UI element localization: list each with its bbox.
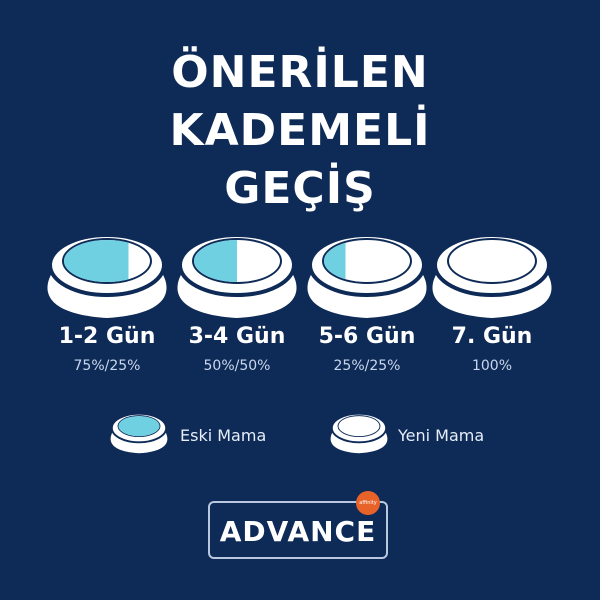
new-food-bowl-icon xyxy=(328,410,390,456)
legend-old-label: Eski Mama xyxy=(180,426,267,445)
step-label: 1-2 Gün xyxy=(58,324,156,349)
step-label: 7. Gün xyxy=(451,324,533,349)
new-food xyxy=(338,416,380,437)
affinity-badge: affinity xyxy=(356,491,380,515)
food-bowl-icon xyxy=(427,228,557,323)
new-food xyxy=(449,240,535,282)
step-label: 5-6 Gün xyxy=(318,324,416,349)
old-food xyxy=(118,416,160,437)
food-bowl-icon xyxy=(42,228,172,323)
food-bowl-icon xyxy=(172,228,302,323)
step-ratio: 75%/25% xyxy=(73,358,141,374)
step-label: 3-4 Gün xyxy=(188,324,286,349)
step-ratio: 100% xyxy=(471,358,513,374)
step-ratio: 25%/25% xyxy=(333,358,401,374)
old-food-bowl-icon xyxy=(108,410,170,456)
step-ratio: 50%/50% xyxy=(203,358,271,374)
food-bowl-icon xyxy=(302,228,432,323)
legend-new-label: Yeni Mama xyxy=(398,426,485,445)
page-title: ÖNERİLEN KADEMELİ GEÇİŞ xyxy=(169,47,431,214)
advance-logo: ADVANCE affinity xyxy=(208,491,388,559)
